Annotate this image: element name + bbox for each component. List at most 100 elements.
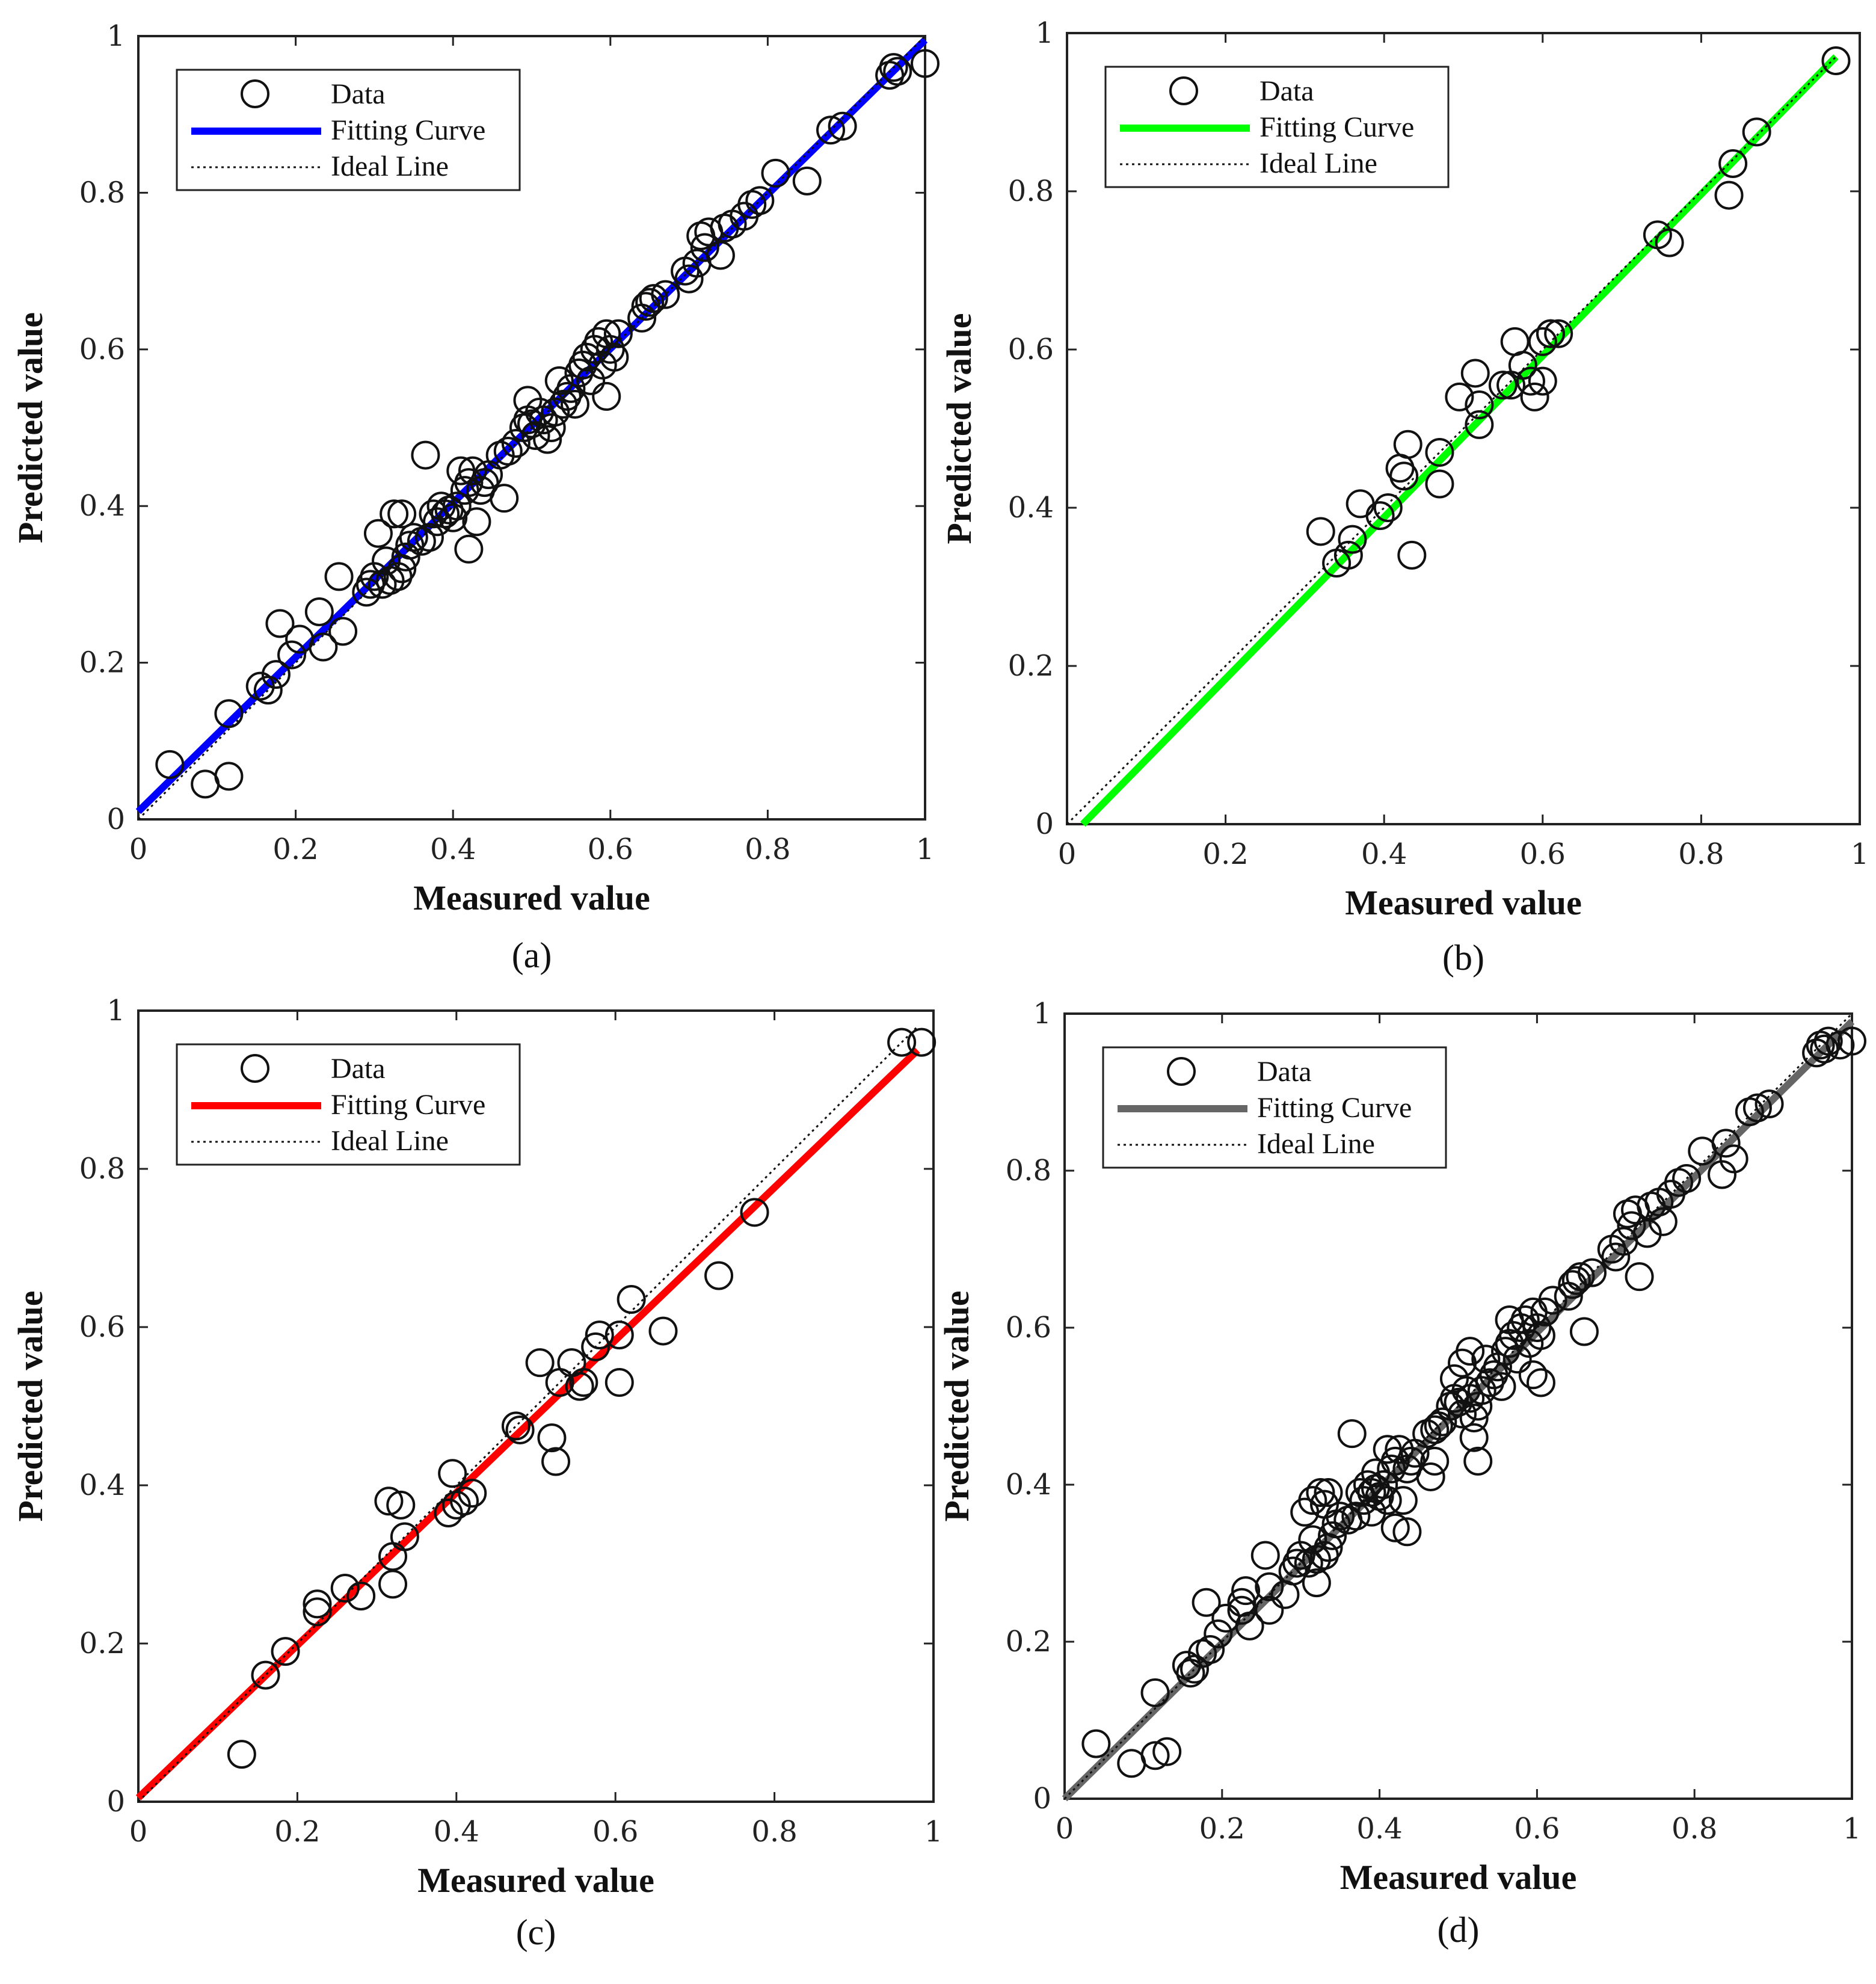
- data-point: [1397, 540, 1427, 570]
- data-point: [1425, 437, 1454, 467]
- data-point: [1365, 501, 1395, 531]
- data-point: [1448, 1399, 1477, 1429]
- data-point: [374, 1486, 404, 1516]
- data-point: [533, 425, 562, 454]
- data-point: [1314, 1478, 1343, 1508]
- data-point: [541, 397, 570, 427]
- data-point: [792, 166, 822, 196]
- data-point: [879, 53, 908, 82]
- data-point: [251, 1660, 280, 1690]
- data-point: [490, 484, 519, 513]
- data-point: [648, 1316, 678, 1346]
- data-point: [303, 1597, 332, 1627]
- legend-label-ideal: Ideal Line: [331, 150, 449, 182]
- data-point: [1825, 1031, 1855, 1060]
- data-point: [1561, 1266, 1591, 1295]
- legend-label-ideal: Ideal Line: [1257, 1128, 1375, 1160]
- x-tick-label: 0: [129, 1815, 148, 1849]
- data-point: [674, 264, 704, 294]
- data-point: [309, 632, 338, 662]
- data-point: [1465, 410, 1494, 439]
- data-point: [454, 534, 484, 564]
- data-point: [391, 542, 420, 571]
- data-point: [556, 374, 586, 403]
- data-point: [1508, 351, 1537, 380]
- y-tick-label: 0.2: [1008, 649, 1054, 683]
- data-point: [828, 111, 857, 141]
- data-point: [227, 1740, 256, 1769]
- data-point: [1341, 1502, 1371, 1531]
- data-point: [513, 386, 543, 415]
- data-point: [380, 499, 409, 529]
- data-point: [1601, 1242, 1631, 1272]
- x-tick-label: 0: [1056, 1812, 1074, 1846]
- data-point: [1518, 1360, 1548, 1390]
- data-point: [1140, 1741, 1170, 1770]
- data-point: [635, 288, 665, 317]
- x-axis-label: Measured value: [1340, 1858, 1577, 1897]
- data-point: [1416, 1462, 1445, 1491]
- y-tick-label: 0.8: [79, 176, 125, 209]
- data-point: [1445, 382, 1474, 411]
- data-point: [414, 523, 444, 552]
- y-tick-label: 0.4: [79, 1468, 125, 1502]
- data-point: [458, 456, 487, 485]
- data-point: [1369, 1470, 1398, 1499]
- data-point: [1204, 1619, 1233, 1648]
- x-tick-label: 0.6: [592, 1815, 638, 1849]
- y-tick-label: 0.8: [1006, 1154, 1051, 1188]
- legend-marker-data: [241, 79, 269, 108]
- data-point: [1488, 371, 1518, 400]
- data-point: [1487, 1372, 1516, 1401]
- data-point: [330, 1573, 360, 1603]
- y-tick-label: 0: [106, 803, 125, 836]
- legend-marker-data: [241, 1054, 269, 1083]
- data-point: [1516, 366, 1546, 396]
- panel-caption: (c): [516, 1912, 556, 1952]
- x-axis-label: Measured value: [1345, 883, 1582, 922]
- data-point: [1459, 1423, 1489, 1452]
- data-point: [378, 1570, 408, 1599]
- data-point: [1463, 1391, 1493, 1421]
- data-point: [265, 609, 295, 638]
- data-point: [303, 1589, 332, 1619]
- data-point: [1255, 1572, 1284, 1601]
- data-point: [462, 507, 491, 537]
- data-point: [581, 1332, 610, 1361]
- y-tick-label: 0.2: [79, 1627, 125, 1660]
- y-tick-label: 0.4: [1006, 1468, 1051, 1502]
- chart-panel-1: 00 0.2 0.2 0.4 0.4 0.6 0.6 0.8 0.8 1 1 Measured val…: [11, 19, 940, 975]
- data-point: [560, 389, 589, 419]
- data-point: [1569, 1317, 1599, 1346]
- ideal-line: [1066, 56, 1837, 825]
- data-point: [1298, 1486, 1327, 1515]
- y-axis-label: Predicted value: [11, 1291, 50, 1522]
- data-point: [438, 1459, 467, 1488]
- data-point: [537, 1423, 567, 1453]
- data-point: [1460, 359, 1490, 388]
- data-point: [1711, 1129, 1741, 1158]
- data-point: [1179, 1654, 1209, 1684]
- x-tick-label: 0.8: [751, 1815, 797, 1849]
- data-point: [576, 366, 606, 395]
- fitting-curve: [1080, 54, 1839, 827]
- panel-caption: (d): [1438, 1910, 1480, 1950]
- legend: Data Fitting Curve Ideal Line: [176, 69, 521, 191]
- y-tick-label: 0.2: [1006, 1625, 1051, 1659]
- x-tick-label: 1: [1851, 837, 1869, 871]
- x-tick-label: 0.4: [434, 1815, 479, 1849]
- data-point: [565, 1372, 594, 1401]
- legend: Data Fitting Curve Ideal Line: [1104, 66, 1450, 188]
- chart-panel-3: 00 0.2 0.2 0.4 0.4 0.6 0.6 0.8 0.8 1 1 Measured val…: [11, 994, 943, 1952]
- legend-label-fit: Fitting Curve: [331, 114, 485, 146]
- data-point: [1578, 1258, 1607, 1287]
- data-point: [1838, 1026, 1866, 1056]
- data-point: [1337, 1419, 1367, 1449]
- legend-marker-data: [1167, 1057, 1196, 1086]
- data-point: [706, 241, 735, 270]
- y-tick-label: 0: [1035, 807, 1054, 841]
- data-point: [761, 158, 790, 188]
- data-point: [1333, 540, 1363, 570]
- data-point: [1196, 1635, 1225, 1665]
- y-tick-label: 0.6: [79, 1310, 125, 1344]
